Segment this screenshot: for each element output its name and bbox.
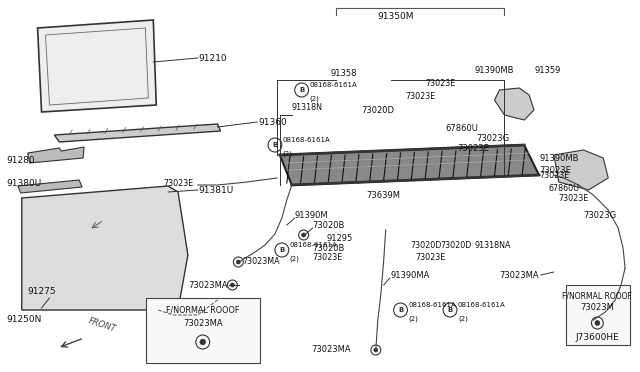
Text: 91390MB: 91390MB (475, 65, 514, 74)
Text: (2): (2) (408, 315, 419, 321)
Text: 08168-6161A: 08168-6161A (290, 242, 337, 248)
Polygon shape (18, 180, 82, 193)
Text: 73023E: 73023E (457, 144, 489, 153)
Text: 73023E: 73023E (312, 253, 343, 263)
Circle shape (200, 339, 205, 345)
Text: (2): (2) (310, 95, 319, 102)
Text: 73023E: 73023E (539, 170, 569, 180)
Text: 73023E: 73023E (425, 78, 456, 87)
Text: 91358: 91358 (330, 68, 357, 77)
Circle shape (595, 321, 600, 326)
Text: 73023MA: 73023MA (243, 257, 280, 266)
Text: 73023MA: 73023MA (188, 280, 227, 289)
Text: B: B (272, 142, 278, 148)
Text: 08168-6161A: 08168-6161A (458, 302, 506, 308)
Text: 73020B: 73020B (312, 244, 345, 253)
Text: 73023G: 73023G (477, 134, 510, 142)
Text: 91350M: 91350M (378, 12, 414, 21)
Text: 91390MB: 91390MB (539, 154, 579, 163)
Text: 73020D: 73020D (410, 241, 442, 250)
Text: 67860U: 67860U (445, 124, 478, 132)
Text: 91359: 91359 (534, 65, 561, 74)
Text: FRONT: FRONT (87, 317, 117, 334)
Text: (2): (2) (290, 255, 300, 262)
Text: B: B (447, 307, 452, 313)
Text: 67860U: 67860U (549, 183, 580, 192)
Text: 91318NA: 91318NA (475, 241, 511, 250)
Text: 91275: 91275 (28, 288, 56, 296)
Bar (566, 285, 630, 345)
Text: 73023MA: 73023MA (312, 346, 351, 355)
Text: 73023E: 73023E (164, 179, 194, 187)
Bar (147, 298, 260, 363)
Text: B: B (398, 307, 403, 313)
Polygon shape (554, 150, 608, 190)
Circle shape (236, 260, 241, 264)
Circle shape (374, 348, 378, 352)
Text: 91381U: 91381U (199, 186, 234, 195)
Text: 73020B: 73020B (312, 221, 345, 230)
Text: 73023MA: 73023MA (183, 318, 223, 327)
Polygon shape (280, 145, 539, 185)
Text: 91390M: 91390M (295, 211, 328, 219)
Text: 91360: 91360 (258, 118, 287, 126)
Text: 91250N: 91250N (6, 315, 42, 324)
Text: 73023E: 73023E (559, 193, 589, 202)
Text: 73023E: 73023E (406, 92, 436, 100)
Text: 73023M: 73023M (580, 304, 614, 312)
Circle shape (301, 233, 306, 237)
Polygon shape (54, 124, 221, 142)
Text: (2): (2) (283, 150, 292, 157)
Text: 91318N: 91318N (292, 103, 323, 112)
Polygon shape (22, 186, 188, 310)
Polygon shape (38, 20, 156, 112)
Text: F/NORMAL ROOOF: F/NORMAL ROOOF (166, 305, 239, 314)
Text: 73023G: 73023G (584, 211, 616, 219)
Text: 91280: 91280 (6, 155, 35, 164)
Circle shape (230, 283, 234, 287)
Text: 73023E: 73023E (539, 166, 571, 174)
Text: 73023E: 73023E (415, 253, 445, 263)
Text: B: B (279, 247, 285, 253)
Text: B: B (299, 87, 304, 93)
Text: J73600HE: J73600HE (575, 334, 620, 343)
Text: 91380U: 91380U (6, 179, 41, 187)
Text: 73020D: 73020D (361, 106, 394, 115)
Polygon shape (45, 28, 148, 105)
Text: 91210: 91210 (199, 54, 227, 62)
Text: F/NORMAL ROOOF: F/NORMAL ROOOF (563, 292, 632, 301)
Text: (2): (2) (458, 315, 468, 321)
Polygon shape (28, 147, 84, 163)
Text: 08168-6161A: 08168-6161A (408, 302, 456, 308)
Text: 08168-6161A: 08168-6161A (310, 82, 357, 88)
Text: 08168-6161A: 08168-6161A (283, 137, 331, 143)
Text: 91390MA: 91390MA (390, 270, 430, 279)
Polygon shape (495, 88, 534, 120)
Text: 73023MA: 73023MA (499, 270, 539, 279)
Text: 73020D: 73020D (440, 241, 472, 250)
Text: 73639M: 73639M (366, 190, 400, 199)
Text: 91295: 91295 (326, 234, 353, 243)
